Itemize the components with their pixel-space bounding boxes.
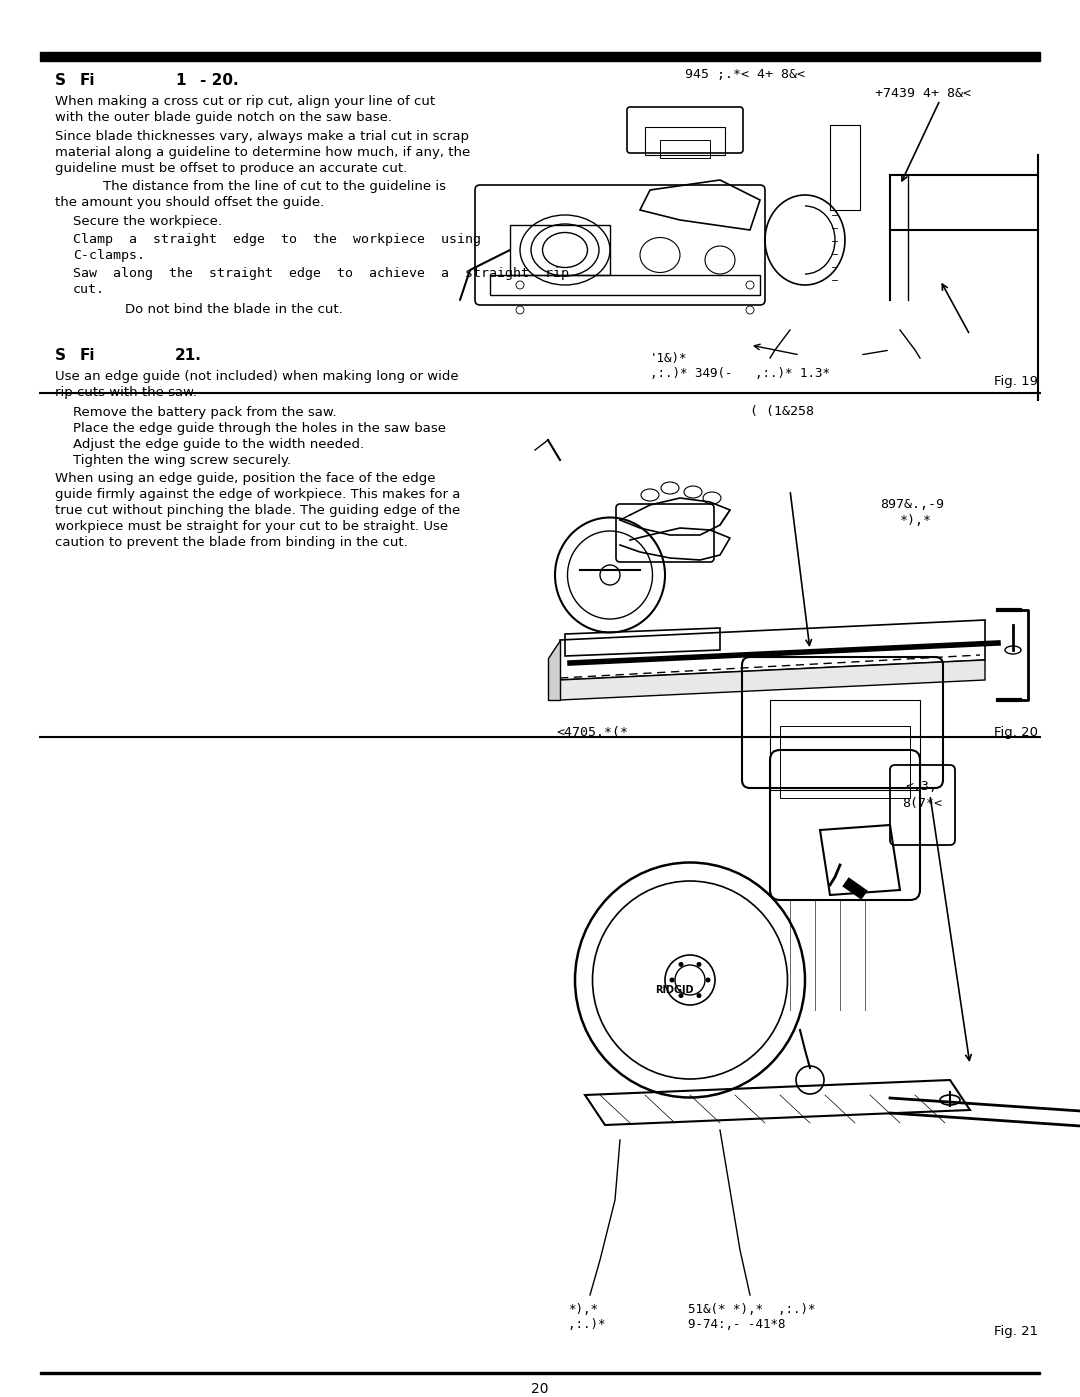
Text: the amount you should offset the guide.: the amount you should offset the guide. <box>55 196 324 210</box>
Bar <box>660 140 710 158</box>
Text: 945 ;.*< 4+ 8&<: 945 ;.*< 4+ 8&< <box>685 68 805 81</box>
Text: Clamp  a  straight  edge  to  the  workpiece  using: Clamp a straight edge to the workpiece u… <box>73 233 481 246</box>
Text: When making a cross cut or rip cut, align your line of cut: When making a cross cut or rip cut, alig… <box>55 95 435 108</box>
Bar <box>645 127 725 155</box>
Text: workpiece must be straight for your cut to be straight. Use: workpiece must be straight for your cut … <box>55 520 448 534</box>
Text: true cut without pinching the blade. The guiding edge of the: true cut without pinching the blade. The… <box>55 504 460 517</box>
Text: Fi: Fi <box>80 73 95 88</box>
Ellipse shape <box>697 963 702 967</box>
Text: The distance from the line of cut to the guideline is: The distance from the line of cut to the… <box>103 180 446 193</box>
Text: <.3,: <.3, <box>905 780 937 793</box>
Text: Saw  along  the  straight  edge  to  achieve  a  straight  rip: Saw along the straight edge to achieve a… <box>73 267 569 279</box>
Ellipse shape <box>678 993 684 997</box>
Text: Fig. 20: Fig. 20 <box>994 726 1038 739</box>
Text: material along a guideline to determine how much, if any, the: material along a guideline to determine … <box>55 147 470 159</box>
Text: <4705.*(*: <4705.*(* <box>556 726 627 739</box>
Text: S: S <box>55 73 66 88</box>
Bar <box>770 700 920 789</box>
Text: 9-74:,- -41*8: 9-74:,- -41*8 <box>688 1317 785 1331</box>
Text: Remove the battery pack from the saw.: Remove the battery pack from the saw. <box>73 407 337 419</box>
Bar <box>40 52 1040 61</box>
Text: Tighten the wing screw securely.: Tighten the wing screw securely. <box>73 454 292 467</box>
Polygon shape <box>548 640 561 700</box>
Text: *),*: *),* <box>568 1303 598 1316</box>
Text: 51&(* *),*  ,:.)*: 51&(* *),* ,:.)* <box>688 1303 823 1316</box>
Text: S: S <box>55 348 66 363</box>
Text: '1&)*: '1&)* <box>650 352 688 365</box>
Text: *),*: *),* <box>900 514 932 527</box>
Ellipse shape <box>678 963 684 967</box>
Text: ,:.)* 349(-   ,:.)* 1.3*: ,:.)* 349(- ,:.)* 1.3* <box>650 367 831 380</box>
Ellipse shape <box>1005 645 1021 654</box>
Ellipse shape <box>705 978 711 982</box>
Text: Fig. 19: Fig. 19 <box>994 374 1038 388</box>
Text: Do not bind the blade in the cut.: Do not bind the blade in the cut. <box>125 303 342 316</box>
Text: ,:.)*: ,:.)* <box>568 1317 613 1331</box>
Bar <box>510 225 610 275</box>
Bar <box>490 275 760 295</box>
Text: 20: 20 <box>531 1382 549 1396</box>
Text: Use an edge guide (not included) when making long or wide: Use an edge guide (not included) when ma… <box>55 370 459 383</box>
Text: caution to prevent the blade from binding in the cut.: caution to prevent the blade from bindin… <box>55 536 408 549</box>
Ellipse shape <box>697 993 702 997</box>
Polygon shape <box>561 659 985 700</box>
Bar <box>780 726 910 798</box>
Text: guideline must be offset to produce an accurate cut.: guideline must be offset to produce an a… <box>55 162 407 175</box>
Bar <box>831 124 860 210</box>
Text: Adjust the edge guide to the width needed.: Adjust the edge guide to the width neede… <box>73 439 364 451</box>
Text: Fi: Fi <box>80 348 95 363</box>
Text: +7439 4+ 8&<: +7439 4+ 8&< <box>875 87 971 101</box>
Text: Secure the workpiece.: Secure the workpiece. <box>73 215 222 228</box>
Text: C-clamps.: C-clamps. <box>73 249 145 263</box>
Text: - 20.: - 20. <box>200 73 239 88</box>
Text: rip cuts with the saw.: rip cuts with the saw. <box>55 386 197 400</box>
Text: 897&.,-9: 897&.,-9 <box>880 497 944 511</box>
Bar <box>40 1372 1040 1375</box>
Text: Place the edge guide through the holes in the saw base: Place the edge guide through the holes i… <box>73 422 446 434</box>
Text: When using an edge guide, position the face of the edge: When using an edge guide, position the f… <box>55 472 435 485</box>
Text: RIDGID: RIDGID <box>654 985 693 995</box>
Text: Since blade thicknesses vary, always make a trial cut in scrap: Since blade thicknesses vary, always mak… <box>55 130 469 142</box>
Text: cut.: cut. <box>73 284 105 296</box>
Text: 8(7*<: 8(7*< <box>902 798 942 810</box>
Text: ( (1&258: ( (1&258 <box>750 405 814 418</box>
Text: guide firmly against the edge of workpiece. This makes for a: guide firmly against the edge of workpie… <box>55 488 460 502</box>
Text: Fig. 21: Fig. 21 <box>994 1324 1038 1338</box>
Text: 21.: 21. <box>175 348 202 363</box>
Text: with the outer blade guide notch on the saw base.: with the outer blade guide notch on the … <box>55 110 392 124</box>
Ellipse shape <box>670 978 675 982</box>
Text: 1: 1 <box>175 73 186 88</box>
